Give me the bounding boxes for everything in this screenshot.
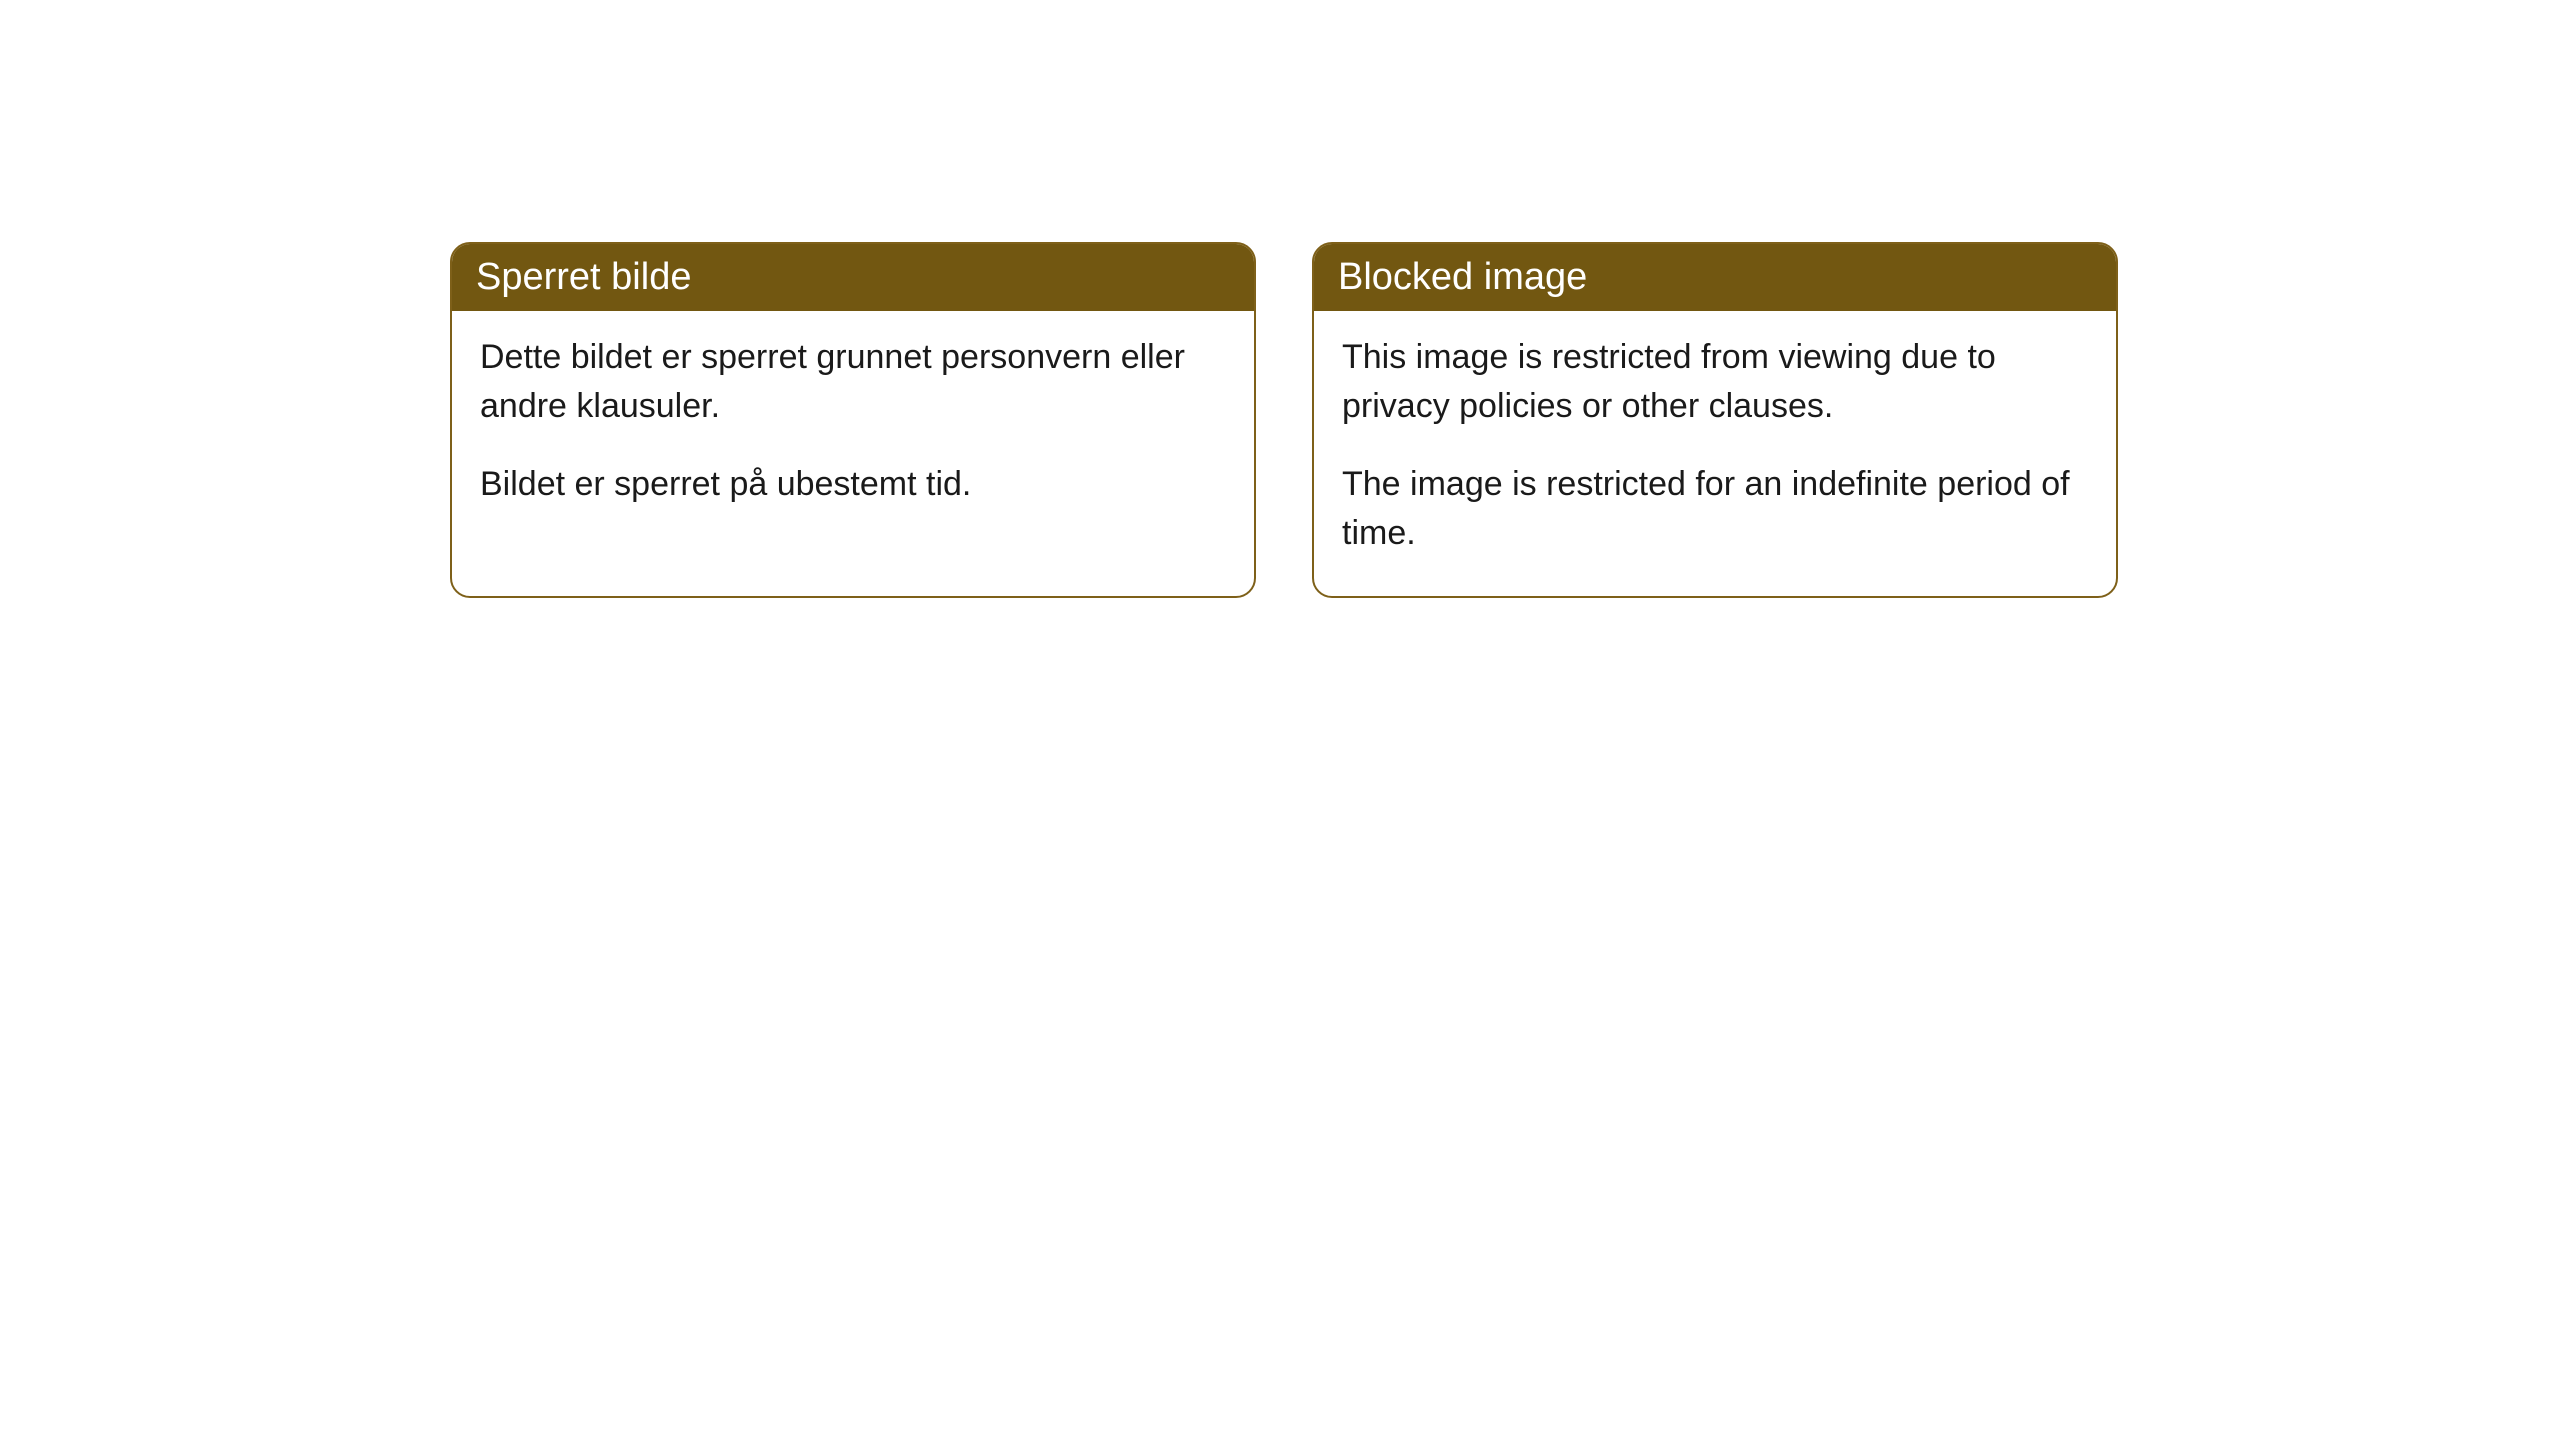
card-body: Dette bildet er sperret grunnet personve… — [452, 311, 1254, 547]
card-header: Sperret bilde — [452, 244, 1254, 311]
card-paragraph: This image is restricted from viewing du… — [1342, 333, 2088, 432]
card-title: Blocked image — [1338, 256, 1587, 298]
blocked-image-card-norwegian: Sperret bilde Dette bildet er sperret gr… — [450, 242, 1256, 598]
card-body: This image is restricted from viewing du… — [1314, 311, 2116, 596]
card-paragraph: Bildet er sperret på ubestemt tid. — [480, 460, 1226, 509]
card-title: Sperret bilde — [476, 256, 691, 298]
card-paragraph: The image is restricted for an indefinit… — [1342, 460, 2088, 559]
blocked-image-card-english: Blocked image This image is restricted f… — [1312, 242, 2118, 598]
cards-container: Sperret bilde Dette bildet er sperret gr… — [450, 242, 2118, 598]
card-header: Blocked image — [1314, 244, 2116, 311]
card-paragraph: Dette bildet er sperret grunnet personve… — [480, 333, 1226, 432]
